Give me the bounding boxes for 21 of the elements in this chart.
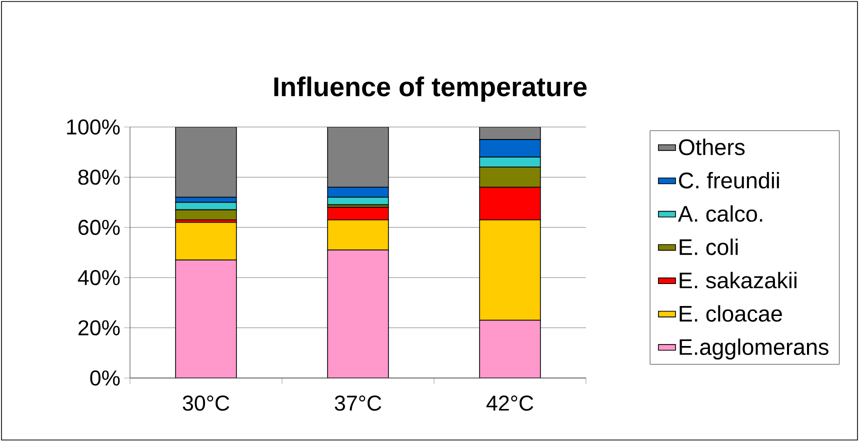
y-tick-label: 0% — [90, 370, 120, 386]
legend-label: E. coli — [680, 238, 738, 256]
bar — [479, 320, 541, 378]
bar — [327, 250, 389, 378]
legend-label: E. cloacae — [680, 305, 782, 322]
y-tick-label: 80% — [78, 170, 120, 185]
x-tick-label: 37°C — [334, 396, 382, 411]
y-tick-label: 100% — [67, 119, 120, 135]
legend-label: C. freundii — [679, 172, 779, 188]
legend-label: E. sakazakii — [680, 272, 796, 288]
y-tick-label: 20% — [78, 320, 120, 336]
bar — [175, 260, 237, 378]
legend-label: Others — [678, 138, 745, 156]
bar — [175, 127, 237, 198]
y-tick-label: 60% — [78, 220, 120, 236]
legend-label: A. calco. — [678, 205, 762, 222]
y-tick-label: 40% — [78, 270, 120, 286]
legend-label: E.agglomerans — [680, 338, 828, 360]
x-tick-label: 30°C — [182, 396, 230, 411]
chart-title: Influence of temperature — [274, 76, 587, 102]
x-tick-label: 42°C — [486, 396, 534, 411]
